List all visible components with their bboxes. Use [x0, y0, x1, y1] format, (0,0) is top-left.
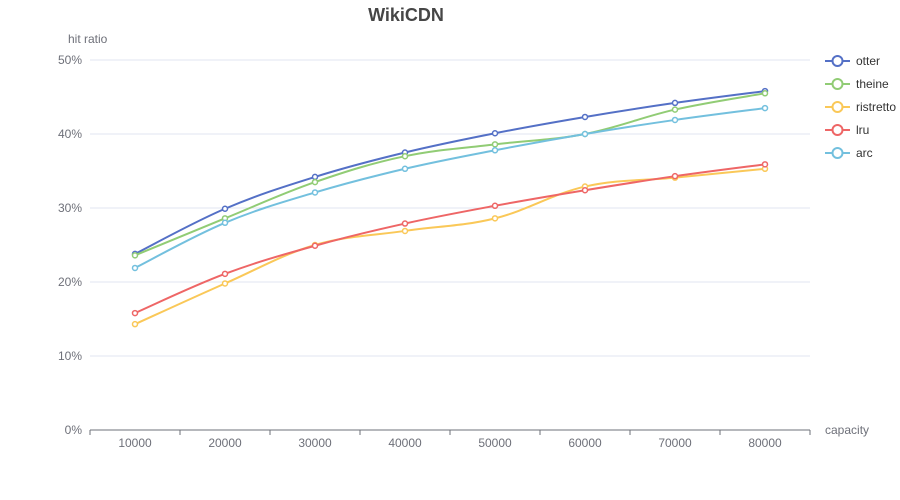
data-point-otter[interactable] [311, 173, 319, 181]
x-tick-label: 60000 [568, 436, 602, 450]
y-axis-ticks: 0% 10% 20% 30% 40% 50% [58, 53, 82, 437]
x-tick-label: 50000 [478, 436, 512, 450]
data-point-theine[interactable] [401, 152, 409, 160]
series-line-arc [134, 107, 766, 269]
series-lru [131, 161, 769, 317]
chart-title: WikiCDN [368, 5, 444, 25]
y-tick-label: 30% [58, 201, 82, 215]
legend-item-theine[interactable]: theine [825, 77, 889, 91]
data-point-lru[interactable] [491, 202, 499, 210]
series-otter [131, 87, 769, 258]
legend-swatch-marker [831, 78, 844, 90]
data-point-theine[interactable] [131, 252, 139, 259]
y-axis-name: hit ratio [68, 32, 108, 46]
x-axis: 10000 20000 30000 40000 50000 60000 70000 80000 [89, 429, 811, 450]
data-point-lru[interactable] [131, 309, 139, 317]
data-point-theine[interactable] [311, 178, 319, 186]
series-arc [131, 104, 769, 272]
legend[interactable]: otter theine ristretto lru arc [825, 54, 896, 160]
legend-swatch-marker [831, 101, 844, 113]
legend-item-lru[interactable]: lru [825, 123, 869, 137]
legend-item-otter[interactable]: otter [825, 54, 880, 68]
data-point-theine[interactable] [671, 106, 679, 113]
legend-swatch-marker [831, 55, 844, 67]
data-point-otter[interactable] [671, 99, 679, 107]
data-point-arc[interactable] [311, 189, 319, 196]
data-point-ristretto[interactable] [221, 280, 229, 287]
data-point-lru[interactable] [311, 242, 319, 249]
legend-swatch-marker [831, 124, 844, 136]
series-line-ristretto [134, 167, 766, 326]
x-axis-name: capacity [825, 423, 869, 437]
legend-label: ristretto [856, 100, 896, 114]
data-point-ristretto[interactable] [401, 227, 409, 235]
data-point-otter[interactable] [491, 130, 499, 137]
x-tick-label: 20000 [208, 436, 242, 450]
data-point-theine[interactable] [491, 141, 499, 148]
data-point-arc[interactable] [581, 130, 589, 138]
legend-item-arc[interactable]: arc [825, 146, 873, 160]
data-point-lru[interactable] [581, 186, 589, 194]
data-point-arc[interactable] [401, 165, 409, 173]
x-tick-label: 40000 [388, 436, 422, 450]
series-line-theine [134, 92, 766, 257]
y-tick-label: 10% [58, 349, 82, 363]
y-tick-label: 0% [65, 423, 83, 437]
data-point-arc[interactable] [671, 116, 679, 124]
y-tick-label: 50% [58, 53, 82, 67]
data-point-lru[interactable] [761, 161, 769, 168]
series-line-lru [134, 163, 766, 314]
data-point-ristretto[interactable] [491, 215, 499, 222]
data-point-lru[interactable] [401, 220, 409, 227]
data-point-ristretto[interactable] [131, 320, 139, 328]
series-theine [131, 90, 769, 259]
data-point-arc[interactable] [491, 147, 499, 154]
series-line-otter [134, 90, 766, 255]
x-tick-label: 30000 [298, 436, 332, 450]
data-point-arc[interactable] [761, 104, 769, 112]
y-tick-label: 20% [58, 275, 82, 289]
series-ristretto [131, 165, 769, 328]
legend-item-ristretto[interactable]: ristretto [825, 100, 896, 114]
legend-swatch-marker [831, 147, 844, 159]
data-point-theine[interactable] [761, 90, 769, 97]
legend-label: theine [856, 77, 889, 91]
x-tick-label: 70000 [658, 436, 692, 450]
x-tick-label: 10000 [118, 436, 152, 450]
data-point-lru[interactable] [221, 270, 229, 278]
x-tick-label: 80000 [748, 436, 782, 450]
grid-lines [90, 59, 810, 357]
legend-label: arc [856, 146, 873, 160]
data-point-arc[interactable] [131, 264, 139, 272]
data-point-arc[interactable] [221, 219, 229, 227]
data-point-otter[interactable] [581, 113, 589, 121]
y-tick-label: 40% [58, 127, 82, 141]
data-point-otter[interactable] [221, 205, 229, 212]
legend-label: otter [856, 54, 880, 68]
legend-label: lru [856, 123, 869, 137]
series-lines [131, 87, 769, 328]
data-point-lru[interactable] [671, 172, 679, 180]
